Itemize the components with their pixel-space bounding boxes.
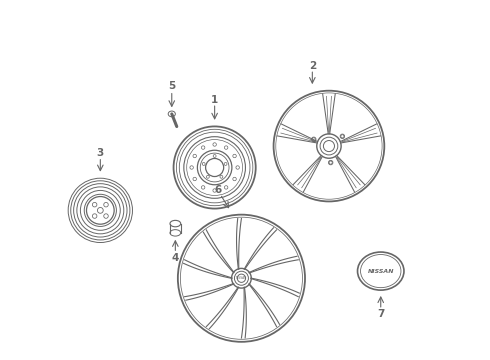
Text: 4: 4 bbox=[172, 252, 179, 262]
Text: 7: 7 bbox=[377, 310, 385, 319]
Text: NISSAN: NISSAN bbox=[368, 269, 394, 274]
Text: 1: 1 bbox=[211, 95, 218, 105]
Text: 3: 3 bbox=[97, 148, 104, 158]
Text: 2: 2 bbox=[309, 61, 316, 71]
Text: NISSAN: NISSAN bbox=[236, 276, 247, 280]
Text: 5: 5 bbox=[168, 81, 175, 91]
Text: 6: 6 bbox=[215, 185, 222, 195]
